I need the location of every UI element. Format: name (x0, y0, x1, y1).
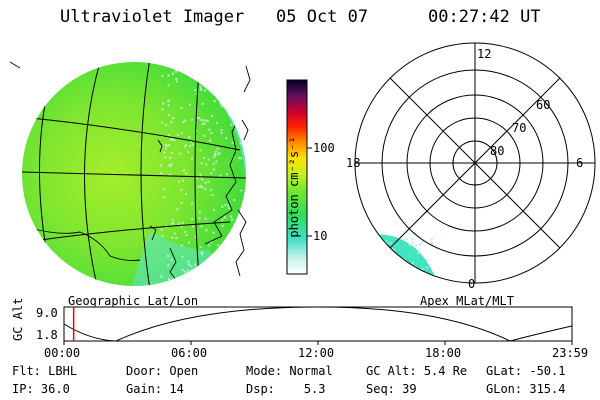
info-flt: Flt: LBHL (12, 364, 78, 378)
time-label: 00:27:42 UT (428, 7, 541, 27)
alt-ymax: 9.0 (36, 306, 58, 320)
mlat-label-70: 70 (512, 121, 527, 135)
x-tick-1200: 12:00 (298, 346, 335, 360)
x-tick-0000: 00:00 (44, 346, 81, 360)
info-seq: Seq: 39 (366, 382, 417, 396)
mlt-label-12: 12 (477, 47, 492, 61)
date-label: 05 Oct 07 (276, 7, 369, 27)
mlat-label-80: 80 (490, 144, 505, 158)
geographic-image (9, 61, 251, 286)
x-tick-1800: 18:00 (425, 346, 462, 360)
alt-ylabel: GC Alt (11, 297, 25, 341)
geographic-label: Geographic Lat/Lon (68, 294, 199, 308)
colorbar (286, 79, 312, 275)
colorbar-tick-100: 100 (313, 141, 335, 155)
x-tick-2359: 23:59 (552, 346, 589, 360)
info-ip: IP: 36.0 (12, 382, 70, 396)
info-door: Door: Open (126, 364, 199, 378)
info-glon: GLon: 315.4 (486, 382, 566, 396)
mlt-label-0: 0 (468, 277, 476, 291)
apex-label: Apex MLat/MLT (420, 294, 514, 308)
polar-plot (354, 42, 596, 284)
altitude-curve (63, 306, 573, 342)
alt-ymin: 1.8 (36, 328, 58, 342)
colorbar-tick-10: 10 (313, 229, 328, 243)
info-dsp: Dsp: 5.3 (246, 382, 326, 396)
info-gc-alt: GC Alt: 5.4 Re (366, 364, 468, 378)
mlt-label-6: 6 (576, 156, 584, 170)
mlt-label-18: 18 (346, 156, 361, 170)
info-gain: Gain: 14 (126, 382, 184, 396)
app-title: Ultraviolet Imager (60, 7, 245, 27)
x-tick-0600: 06:00 (171, 346, 208, 360)
info-glat: GLat: -50.1 (486, 364, 566, 378)
mlat-label-60: 60 (536, 98, 551, 112)
info-mode: Mode: Normal (246, 364, 333, 378)
